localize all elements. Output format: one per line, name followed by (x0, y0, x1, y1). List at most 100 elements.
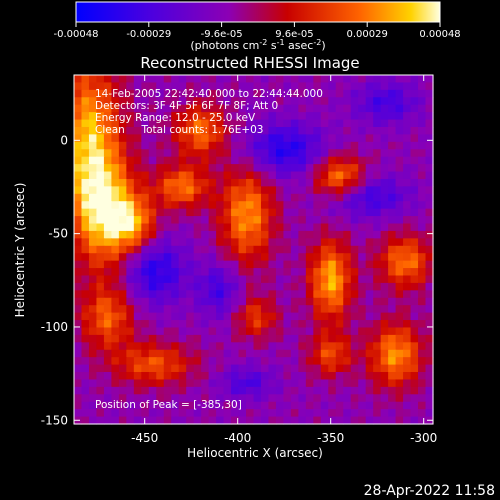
heatmap-cell (133, 119, 142, 128)
heatmap-cell (238, 386, 247, 395)
heatmap-cell (298, 171, 307, 180)
heatmap-cell (328, 238, 337, 247)
heatmap-cell (343, 349, 352, 358)
heatmap-cell (328, 253, 337, 262)
heatmap-cell (328, 268, 337, 277)
heatmap-cell (208, 193, 217, 202)
heatmap-cell (395, 290, 404, 299)
colorbar-tick-label: 0.00048 (419, 29, 460, 40)
heatmap-cell (193, 238, 202, 247)
heatmap-cell (126, 290, 135, 299)
heatmap-cell (81, 156, 90, 165)
heatmap-cell (208, 75, 217, 84)
heatmap-cell (141, 97, 150, 106)
x-tick-label: -300 (410, 431, 437, 445)
heatmap-cell (268, 275, 277, 284)
heatmap-cell (350, 401, 359, 410)
heatmap-cell (388, 327, 397, 336)
heatmap-cell (283, 186, 292, 195)
heatmap-cell (305, 327, 314, 336)
heatmap-cell (380, 364, 389, 373)
heatmap-cell (201, 112, 210, 121)
heatmap-cell (141, 178, 150, 187)
heatmap-cell (186, 268, 195, 277)
heatmap-cell (171, 260, 180, 269)
heatmap-cell (118, 401, 127, 410)
heatmap-cell (103, 364, 112, 373)
heatmap-cell (268, 386, 277, 395)
heatmap-cell (425, 282, 434, 291)
heatmap-cell (290, 156, 299, 165)
heatmap-cell (178, 327, 187, 336)
heatmap-cell (118, 253, 127, 262)
heatmap-cell (283, 230, 292, 239)
heatmap-cell (275, 171, 285, 180)
heatmap-cell (335, 290, 344, 299)
heatmap-cell (103, 253, 112, 262)
heatmap-cell (74, 364, 83, 373)
heatmap-cell (156, 290, 165, 299)
heatmap-cell (313, 260, 322, 269)
heatmap-cell (268, 282, 277, 291)
heatmap-cell (418, 112, 427, 121)
heatmap-cell (96, 238, 105, 247)
heatmap-cell (403, 119, 412, 128)
heatmap-cell (193, 134, 202, 143)
heatmap-cell (171, 178, 180, 187)
heatmap-cell (395, 305, 404, 314)
heatmap-cell (141, 379, 150, 388)
heatmap-cell (148, 230, 157, 239)
heatmap-cell (133, 357, 142, 366)
heatmap-cell (231, 305, 240, 314)
heatmap-cell (298, 82, 307, 91)
heatmap-cell (253, 186, 262, 195)
heatmap-cell (418, 372, 427, 381)
heatmap-cell (320, 208, 329, 217)
heatmap-cell (290, 223, 299, 232)
heatmap-cell (410, 320, 419, 329)
heatmap-cell (246, 223, 255, 232)
heatmap-cell (148, 334, 157, 343)
heatmap-cell (238, 297, 247, 306)
heatmap-cell (246, 282, 255, 291)
heatmap-cell (313, 372, 322, 381)
heatmap-cell (283, 193, 292, 202)
heatmap-cell (298, 394, 307, 403)
heatmap-cell (96, 141, 105, 150)
heatmap-cell (223, 282, 232, 291)
heatmap-cell (201, 282, 210, 291)
heatmap-cell (313, 112, 322, 121)
info-overlay: 14-Feb-2005 22:42:40.000 to 22:44:44.000… (95, 88, 323, 411)
heatmap-cell (290, 216, 299, 225)
heatmap-cell (111, 75, 120, 84)
heatmap-cell (178, 386, 187, 395)
heatmap-cell (305, 305, 314, 314)
heatmap-cell (380, 230, 389, 239)
heatmap-cell (74, 89, 83, 98)
heatmap-cell (103, 171, 112, 180)
heatmap-cell (133, 186, 142, 195)
heatmap-cell (275, 297, 285, 306)
heatmap-cell (156, 97, 165, 106)
heatmap-cell (96, 349, 105, 358)
heatmap-cell (290, 82, 299, 91)
heatmap-cell (305, 394, 314, 403)
heatmap-cell (238, 186, 247, 195)
heatmap-cell (88, 357, 98, 366)
heatmap-cell (156, 320, 165, 329)
heatmap-cell (343, 282, 352, 291)
heatmap-cell (290, 119, 299, 128)
heatmap-cell (298, 253, 307, 262)
heatmap-cell (103, 201, 112, 210)
heatmap-cell (343, 386, 352, 395)
heatmap-cell (103, 416, 112, 425)
heatmap-cell (103, 119, 112, 128)
heatmap-cell (283, 75, 292, 84)
heatmap-cell (290, 290, 299, 299)
heatmap-cell (163, 230, 172, 239)
heatmap-cell (253, 141, 262, 150)
heatmap-cell (403, 275, 412, 284)
heatmap-cell (305, 386, 314, 395)
heatmap-cell (223, 82, 232, 91)
heatmap-cell (223, 178, 232, 187)
